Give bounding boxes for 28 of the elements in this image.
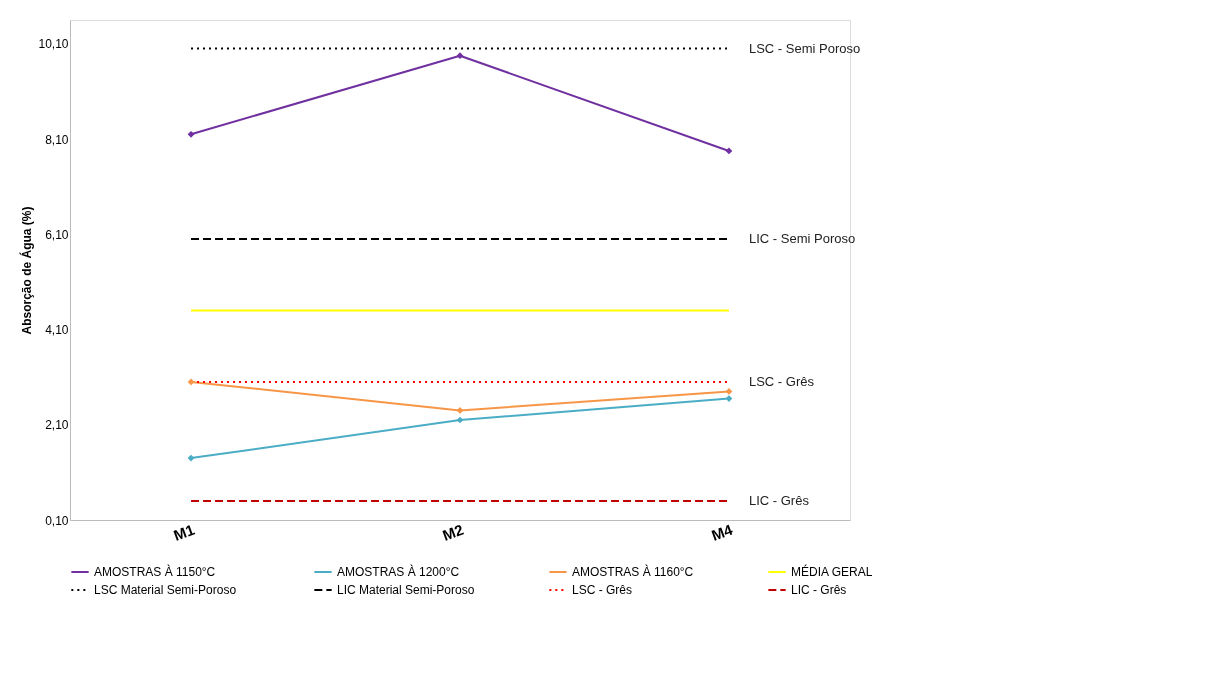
y-tick-label: 8,10: [45, 132, 69, 147]
legend-label: AMOSTRAS À 1200°C: [337, 564, 460, 579]
annotation: LIC - Grês: [748, 492, 810, 508]
x-tick-label: M4: [709, 520, 736, 544]
point: [187, 130, 195, 138]
y-axis-title: Absorção de Água (%): [19, 206, 35, 335]
legend-label: AMOSTRAS À 1150°C: [94, 564, 216, 579]
legend-label: LIC Material Semi-Poroso: [337, 583, 475, 597]
y-tick-label: 2,10: [45, 418, 69, 433]
y-tick-label: 10,10: [38, 37, 69, 52]
legend-label: AMOSTRAS À 1160°C: [572, 564, 694, 579]
x-tick-label: M1: [171, 520, 197, 544]
annotation: LIC - Semi Poroso: [748, 231, 856, 247]
legend-label: LSC Material Semi-Poroso: [94, 583, 237, 597]
legend-label: LSC - Grês: [572, 583, 633, 597]
annotation: LSC - Grês: [748, 373, 815, 389]
point: [456, 52, 464, 60]
point: [187, 454, 195, 462]
annotation: LSC - Semi Poroso: [748, 40, 861, 56]
y-tick-label: 0,10: [45, 513, 69, 528]
legend-label: LIC - Grês: [791, 583, 847, 597]
point: [187, 378, 195, 386]
point: [456, 416, 464, 424]
point: [725, 147, 733, 155]
y-tick-label: 4,10: [45, 323, 69, 338]
y-tick-label: 6,10: [45, 227, 69, 242]
x-tick-label: M2: [440, 520, 466, 544]
legend-label: MÉDIA GERAL: [791, 564, 873, 579]
